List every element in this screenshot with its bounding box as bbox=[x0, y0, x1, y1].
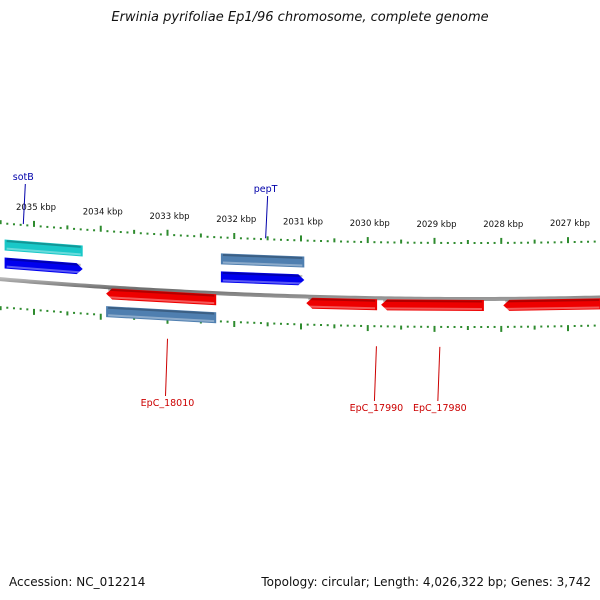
gene-label-text: pepT bbox=[254, 184, 278, 195]
feature-highlight bbox=[108, 296, 215, 305]
gene-label-text: EpC_18010 bbox=[141, 398, 195, 409]
feature-shade bbox=[108, 306, 215, 315]
kbp-label: 2032 kbp bbox=[216, 215, 256, 225]
feature-shade bbox=[6, 240, 81, 248]
feature-EpC_18010-steel[interactable] bbox=[106, 306, 217, 324]
gene-label-text: EpC_17990 bbox=[350, 403, 404, 414]
feature-highlight bbox=[383, 307, 482, 310]
feature-shade bbox=[222, 272, 303, 277]
gene-label-pepT: pepT bbox=[254, 184, 278, 239]
genome-summary-text: Topology: circular; Length: 4,026,322 bp… bbox=[261, 575, 591, 589]
gene-label-EpC_18010: EpC_18010 bbox=[141, 338, 195, 409]
feature-highlight bbox=[222, 261, 303, 267]
feature-highlight bbox=[505, 306, 600, 310]
feature-EpC_17990-cds[interactable] bbox=[306, 297, 378, 311]
gene-label-leader bbox=[22, 183, 26, 225]
gene-label-EpC_17980: EpC_17980 bbox=[413, 346, 467, 414]
chromosome-backbone bbox=[0, 277, 600, 301]
feature-pepT-cds[interactable] bbox=[220, 271, 305, 286]
feature-body[interactable] bbox=[503, 298, 600, 311]
feature-body[interactable] bbox=[4, 239, 83, 257]
feature-shade bbox=[222, 254, 303, 259]
kbp-labels: 2035 kbp 2034 kbp 2033 kbp 2032 kbp 2031 kbp… bbox=[16, 203, 590, 230]
feature-body[interactable] bbox=[220, 271, 305, 286]
gene-label-text: EpC_17980 bbox=[413, 403, 467, 414]
kbp-label: 2035 kbp bbox=[16, 203, 56, 213]
feature-highlight bbox=[6, 247, 81, 256]
gene-label-text: sotB bbox=[13, 172, 34, 183]
kbp-label: 2027 kbp bbox=[550, 219, 590, 229]
feature-EpC_18010-cds[interactable] bbox=[106, 288, 217, 306]
gene-label-leader bbox=[265, 195, 269, 239]
kbp-label: 2034 kbp bbox=[83, 208, 123, 218]
kbp-label: 2029 kbp bbox=[416, 220, 456, 230]
feature-body[interactable] bbox=[4, 257, 83, 275]
feature-shade bbox=[383, 299, 482, 303]
feature-highlight bbox=[6, 265, 81, 274]
forward-strand-ticks bbox=[0, 220, 596, 244]
feature-sotB-rna[interactable] bbox=[4, 239, 83, 257]
gene-features[interactable] bbox=[4, 239, 600, 324]
kbp-label: 2031 kbp bbox=[283, 217, 323, 227]
gene-label-leader bbox=[373, 346, 377, 402]
feature-body[interactable] bbox=[381, 299, 484, 311]
feature-body[interactable] bbox=[106, 288, 217, 306]
gene-label-EpC_17990: EpC_17990 bbox=[350, 346, 404, 414]
gene-label-leader bbox=[165, 338, 168, 397]
feature-highlight bbox=[108, 314, 215, 323]
feature-body[interactable] bbox=[306, 297, 378, 311]
feature-body[interactable] bbox=[220, 253, 305, 268]
feature-body[interactable] bbox=[106, 306, 217, 324]
feature-shade bbox=[108, 288, 215, 297]
map-title: Erwinia pyrifoliae Ep1/96 chromosome, co… bbox=[111, 10, 489, 25]
reverse-strand-ticks bbox=[0, 306, 596, 332]
gene-label-leader bbox=[437, 346, 441, 402]
feature-shade bbox=[308, 298, 376, 302]
feature-pepT-steel[interactable] bbox=[220, 253, 305, 268]
gene-label-sotB: sotB bbox=[13, 172, 34, 225]
feature-shade bbox=[505, 298, 600, 303]
feature-EpC_17980-cds[interactable] bbox=[381, 299, 484, 311]
feature-highlight bbox=[308, 305, 376, 310]
accession-text: Accession: NC_012214 bbox=[9, 575, 146, 589]
kbp-label: 2030 kbp bbox=[350, 219, 390, 229]
feature-sotB-cds[interactable] bbox=[4, 257, 83, 275]
feature-highlight bbox=[222, 279, 303, 285]
feature-next-cds[interactable] bbox=[503, 298, 600, 311]
kbp-label: 2033 kbp bbox=[149, 212, 189, 222]
feature-shade bbox=[6, 258, 81, 266]
gene-labels: sotB pepT EpC_18010 EpC_17990 EpC_17980 bbox=[13, 172, 467, 414]
kbp-label: 2028 kbp bbox=[483, 220, 523, 230]
